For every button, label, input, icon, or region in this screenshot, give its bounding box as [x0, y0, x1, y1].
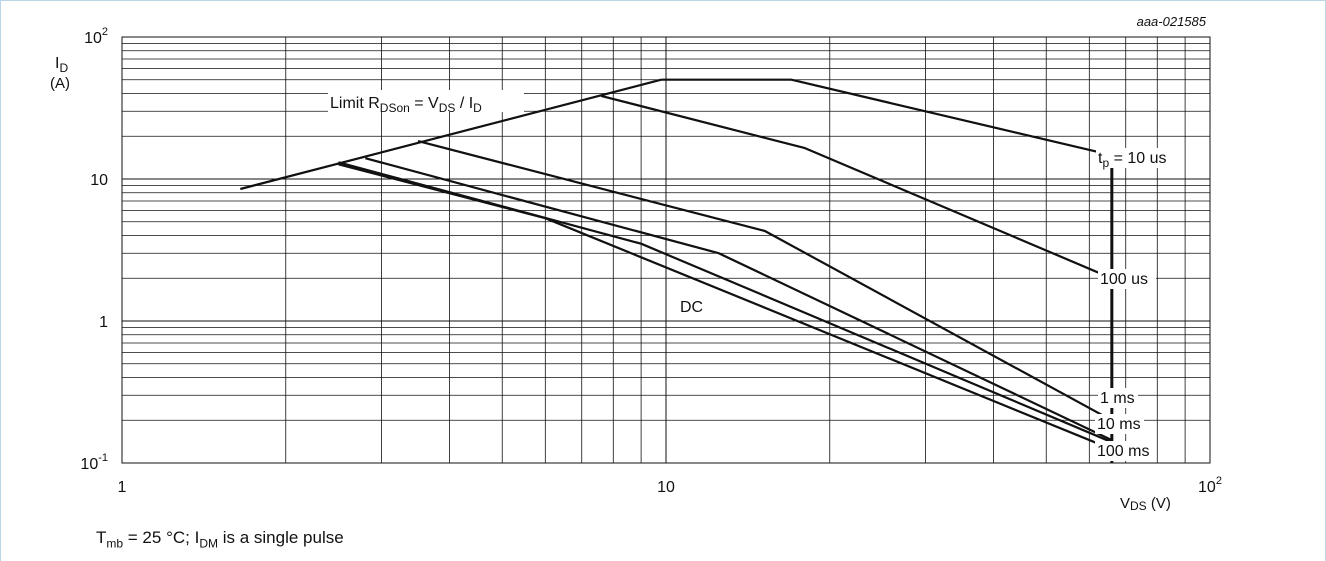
x-tick-label: 102	[1198, 475, 1222, 496]
x-tick-label: 10	[657, 479, 675, 496]
limit-rdson-label: Limit RDSon = VDS / ID	[330, 95, 482, 115]
curve-label: 10 ms	[1097, 416, 1141, 433]
curve-label: 100 ms	[1097, 443, 1149, 460]
curve-dc	[338, 163, 1113, 451]
curve-label-bg	[1096, 148, 1184, 168]
curve-label-bg	[1095, 441, 1153, 461]
curve-label: DC	[680, 299, 703, 316]
figure-id: aaa-021585	[1137, 14, 1207, 29]
y-tick-label: 1	[99, 314, 108, 331]
y-tick-label: 102	[84, 26, 108, 47]
x-tick-label: 1	[118, 479, 127, 496]
curve-label-bg	[1098, 388, 1138, 408]
y-axis-unit: (A)	[50, 75, 70, 92]
plot-border	[121, 36, 1211, 464]
limit-label-bg	[328, 90, 524, 112]
curve-label: 1 ms	[1100, 390, 1135, 407]
y-tick-label: 10	[90, 172, 108, 189]
y-tick-label: 10-1	[80, 452, 108, 473]
soa-chart: aaa-021585 102 10 1 10-1 1 10 102 ID(A) VDS (V) tp…	[50, 14, 1222, 513]
curve-100-us	[600, 94, 1113, 280]
x-axis-label: VDS (V)	[1120, 495, 1171, 513]
curve-label-bg	[1095, 414, 1144, 434]
curve-label: 100 us	[1100, 271, 1148, 288]
curve-label: tp = 10 us	[1098, 150, 1167, 170]
curve-10-ms	[365, 157, 1113, 442]
curve-t-10-us	[661, 78, 1113, 157]
curve-label-bg	[1098, 269, 1156, 289]
curve-1-ms	[417, 140, 1113, 422]
y-axis-label: ID	[55, 55, 68, 75]
figure-caption: Tmb = 25 °C; IDM is a single pulse	[96, 528, 344, 551]
curve-limit	[240, 78, 662, 191]
curve-100-ms	[338, 161, 1113, 444]
